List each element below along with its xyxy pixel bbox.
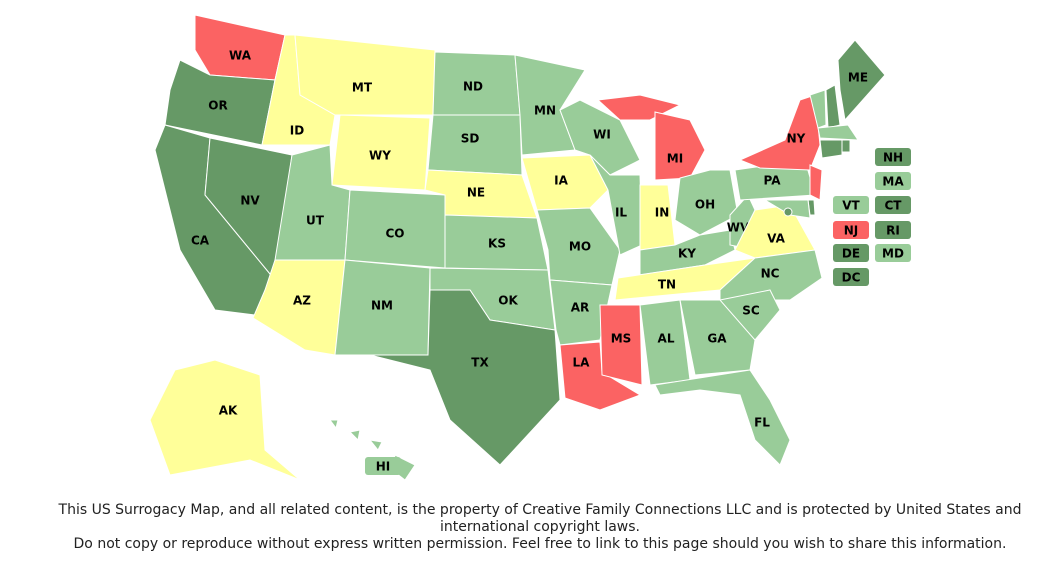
state-label-box[interactable] [365,457,401,475]
state-label: CA [191,234,210,248]
state-label: OR [208,99,227,113]
footer: This US Surrogacy Map, and all related c… [30,502,1046,553]
state-label: ND [463,80,483,94]
state-label: SC [742,304,760,318]
state-label: HI [376,460,391,474]
state-label: MT [352,81,373,95]
state-shape[interactable] [348,429,361,442]
state-shape[interactable] [817,124,859,141]
state-label: OK [498,294,518,308]
state-label-box[interactable] [833,244,869,262]
state-shape[interactable] [368,439,383,451]
state-label: ME [848,71,868,85]
state-shape[interactable] [654,111,706,181]
state-label: NY [787,132,806,146]
state-shape[interactable] [654,369,791,466]
state-label: MA [882,175,904,189]
state-shape[interactable] [329,419,339,430]
state-label-box[interactable] [833,268,869,286]
state-label: IN [655,206,670,220]
state-shape[interactable] [837,39,886,122]
state-label: DC [842,271,861,285]
state-label: CO [385,227,404,241]
state-label: AK [219,404,238,418]
state-label-box[interactable] [833,196,869,214]
state-label: CT [885,199,903,213]
state-shape[interactable] [549,279,613,346]
state-shape[interactable] [599,304,643,386]
state-label: MN [534,104,556,118]
state-label-box[interactable] [875,172,911,190]
state-label: WA [229,49,252,63]
state-label: NM [371,299,393,313]
state-shape[interactable] [809,164,823,201]
state-label: NE [467,186,485,200]
state-shape[interactable] [734,204,816,259]
state-label: NC [761,267,780,281]
state-shape[interactable] [825,84,841,129]
state-label: KY [678,247,696,261]
state-label: GA [707,332,727,346]
state-label: VA [767,232,785,246]
state-label: WY [369,149,391,163]
state-shape[interactable] [294,34,436,116]
state-label-box[interactable] [875,221,911,239]
state-label: PA [764,174,782,188]
state-shape[interactable] [738,94,821,171]
copyright-notice: This US Surrogacy Map, and all related c… [58,502,1022,535]
state-shape[interactable] [559,341,642,411]
state-shape[interactable] [819,139,843,159]
state-label-box[interactable] [875,148,911,166]
state-label-box[interactable] [875,196,911,214]
state-label: MD [882,247,904,261]
state-label: AR [571,301,590,315]
state-label: AL [658,332,675,346]
state-shape[interactable] [369,289,561,466]
state-label: FL [754,416,770,430]
state-label: RI [886,224,900,238]
state-label: IA [554,174,568,188]
state-label: ID [290,124,304,138]
state-label: DE [842,247,860,261]
state-label: UT [306,214,325,228]
state-shape[interactable] [149,359,301,481]
state-marker[interactable] [783,207,793,217]
state-shape[interactable] [809,89,827,129]
state-label: TN [658,278,676,292]
usage-notice: Do not copy or reproduce without express… [73,536,1007,552]
state-shape[interactable] [679,299,756,376]
state-label: NV [240,194,260,208]
state-label: TX [471,356,489,370]
state-label: MO [569,240,591,254]
us-map: WA OR CA NV ID MT WY UT AZ CO NM ND SD NE KS OK TX MN IA MO… [149,14,911,481]
state-label: VT [842,199,860,213]
state-label-box[interactable] [833,221,869,239]
state-label: IL [615,206,627,220]
state-label: SD [461,132,480,146]
state-shape[interactable] [841,139,851,153]
state-label: LA [573,356,591,370]
state-shape[interactable] [559,99,641,176]
state-shape[interactable] [521,154,609,211]
state-label: KS [488,237,506,251]
state-label: OH [695,198,715,212]
state-label: AZ [293,294,311,308]
state-label-box[interactable] [875,244,911,262]
state-shape[interactable] [194,14,286,81]
state-label: WI [593,128,611,142]
state-label: MS [611,332,632,346]
state-label: MI [667,152,683,166]
state-label: NH [883,151,903,165]
state-label: NJ [844,224,859,238]
